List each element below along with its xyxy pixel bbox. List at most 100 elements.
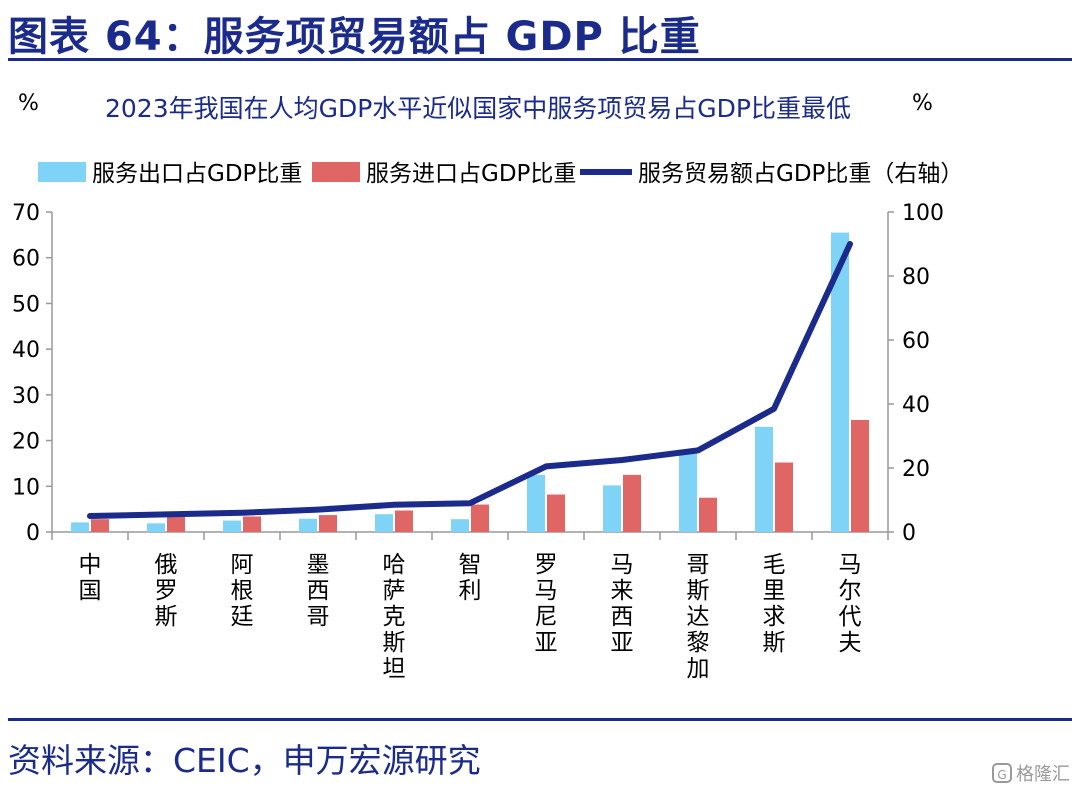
x-tick-label: 国 [79,578,102,604]
bar-import [167,515,185,532]
x-tick-label: 斯 [155,604,178,630]
x-tick-label: 斯 [687,578,710,604]
x-tick-label: 萨 [383,578,406,604]
x-tick-label: 罗 [535,552,558,578]
line-trade-share [87,241,853,519]
bar-import [699,497,717,532]
x-tick-label: 马 [839,552,862,578]
bar-export [71,522,89,532]
x-tick-label: 哥 [687,552,710,578]
chart: 2023年我国在人均GDP水平近似国家中服务项贸易占GDP比重最低 % % 服务… [12,91,963,682]
bar-import [623,474,641,532]
watermark: G 格隆汇 [992,760,1070,786]
left-tick-label: 10 [12,475,40,500]
title-rule [8,58,1072,61]
bar-import [851,420,869,532]
legend-swatch [38,162,86,182]
x-tick-label: 加 [687,656,710,682]
x-tick-label: 达 [687,604,710,630]
right-tick-label: 60 [902,329,930,354]
bar-export [755,426,773,532]
axes: 0 10 20 30 40 50 60 70 0 20 40 60 80 100 [12,201,944,546]
x-tick-label: 尼 [535,604,558,630]
watermark-logo-icon: G [992,763,1012,783]
legend-item: 服务出口占GDP比重 [38,161,302,187]
bar-export [451,519,469,532]
bar-export [679,449,697,532]
x-tick-label: 来 [611,578,634,604]
x-tick-label: 马 [535,578,558,604]
x-tick-label: 哈 [383,552,406,578]
left-tick-label: 20 [12,430,40,455]
left-tick-label: 70 [12,201,40,226]
x-tick-label: 俄 [155,552,178,578]
x-tick-label: 斯 [383,630,406,656]
bars [71,232,869,533]
bar-import [91,519,109,532]
bar-import [775,462,793,532]
watermark-text: 格隆汇 [1016,764,1070,785]
x-tick-label: 斯 [763,630,786,656]
right-tick-label: 80 [902,265,930,290]
footer-rule [8,718,1072,721]
bar-import [547,494,565,532]
bar-export [375,514,393,532]
figure-title: 图表 64：服务项贸易额占 GDP 比重 [8,14,701,60]
x-tick-label: 亚 [535,630,558,656]
x-tick-label: 里 [763,578,786,604]
x-tick-label: 罗 [155,578,178,604]
bar-export [603,485,621,532]
x-tick-label: 西 [307,578,330,604]
bar-import [471,504,489,532]
x-tick-label: 利 [459,578,482,604]
right-tick-label: 40 [902,393,930,418]
legend-swatch [312,162,360,182]
x-tick-label: 克 [383,604,406,630]
bar-export [527,474,545,532]
bar-import [243,516,261,532]
x-tick-label: 墨 [307,552,330,578]
x-tick-label: 中 [79,552,102,578]
x-tick-label: 马 [611,552,634,578]
x-tick-label: 亚 [611,630,634,656]
right-tick-label: 0 [902,521,916,546]
left-tick-label: 60 [12,247,40,272]
bar-export [831,232,849,533]
chart-title: 2023年我国在人均GDP水平近似国家中服务项贸易占GDP比重最低 [105,94,851,123]
legend-label: 服务贸易额占GDP比重（右轴） [638,161,963,187]
x-tick-label: 求 [763,604,786,630]
bar-import [319,515,337,532]
right-tick-label: 100 [902,201,944,226]
x-tick-label: 坦 [383,656,406,682]
bar-export [223,520,241,532]
right-tick-label: 20 [902,457,930,482]
legend-label: 服务出口占GDP比重 [92,161,302,187]
legend-item: 服务贸易额占GDP比重（右轴） [580,161,963,187]
x-tick-label: 智 [459,552,482,578]
bar-import [395,510,413,532]
left-tick-label: 0 [26,521,40,546]
x-tick-label: 廷 [231,604,254,630]
left-tick-label: 40 [12,338,40,363]
x-tick-label: 代 [839,604,862,630]
x-tick-label: 毛 [763,552,786,578]
source-note: 资料来源：CEIC，申万宏源研究 [8,741,481,780]
bar-export [147,523,165,532]
x-tick-label: 尔 [839,578,862,604]
x-tick-label: 阿 [231,552,254,578]
legend: 服务出口占GDP比重 服务进口占GDP比重 服务贸易额占GDP比重（右轴） [38,161,963,187]
legend-item: 服务进口占GDP比重 [312,161,576,187]
line-series [87,241,853,519]
x-tick-label: 西 [611,604,634,630]
x-tick-label: 黎 [687,630,710,656]
legend-label: 服务进口占GDP比重 [366,161,576,187]
right-axis-unit: % [912,91,933,116]
bar-export [299,518,317,532]
left-tick-label: 30 [12,384,40,409]
x-tick-label: 哥 [307,604,330,630]
x-tick-label: 根 [231,578,254,604]
x-tick-label: 夫 [839,630,862,656]
left-axis-unit: % [18,91,39,116]
left-tick-label: 50 [12,292,40,317]
